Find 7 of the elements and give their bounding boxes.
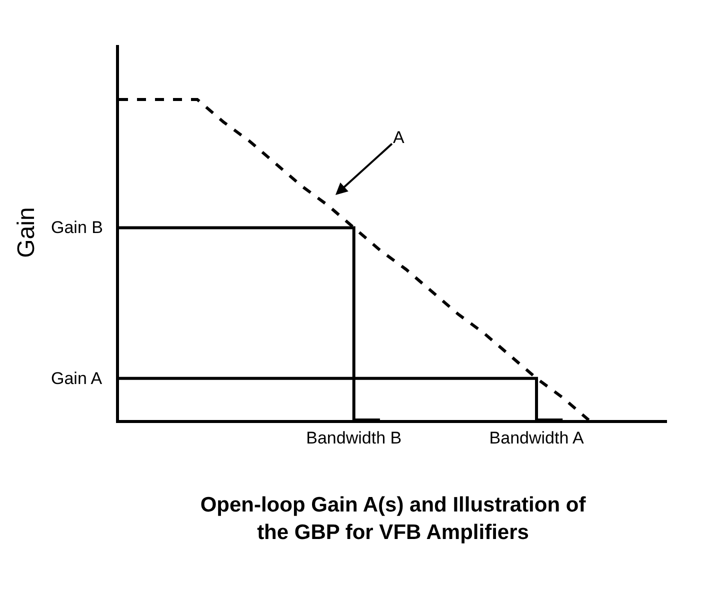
x-tick-label: Bandwidth A [489, 428, 584, 448]
text: Gain B [51, 218, 103, 237]
annotation: A [393, 128, 405, 147]
x-tick-label: Bandwidth B [306, 428, 402, 448]
text: Open-loop Gain A(s) and Illustration of the GBP for VFB Amplifiers [200, 494, 587, 544]
text: Gain A [51, 369, 103, 388]
y-axis-title: Gain [13, 207, 40, 258]
